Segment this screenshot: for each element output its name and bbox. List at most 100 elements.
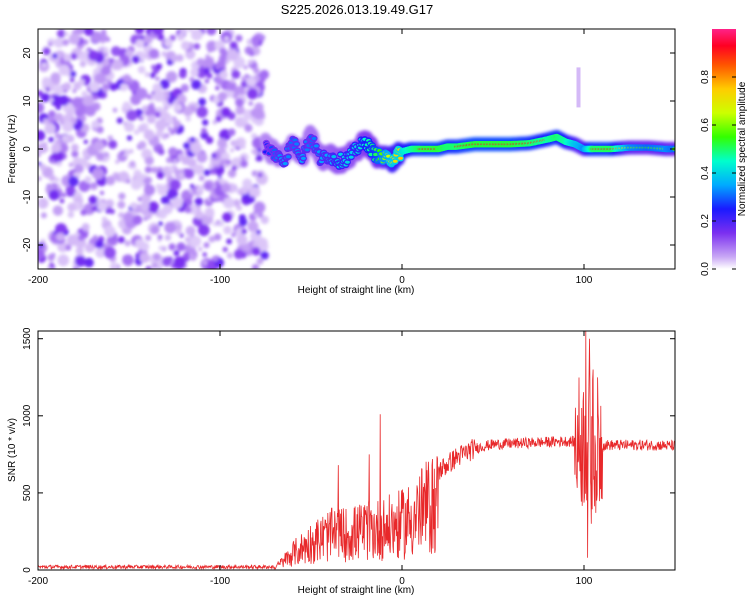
colorbar-tick-label: 0.0 [700, 262, 711, 276]
noise-blob [124, 121, 135, 133]
noise-blob [204, 79, 210, 84]
noise-blob [54, 177, 60, 183]
noise-blob [109, 262, 119, 269]
noise-blob [75, 247, 84, 255]
noise-blob [231, 232, 236, 238]
noise-blob [166, 188, 178, 200]
noise-blob [233, 56, 246, 69]
noise-blob [194, 210, 204, 220]
noise-blob [202, 252, 207, 257]
spectrogram-ylabel: Frequency (Hz) [7, 115, 18, 184]
noise-blob [120, 150, 125, 155]
x-tick-label: -100 [210, 576, 230, 587]
noise-blob [38, 153, 41, 158]
noise-blob [158, 221, 163, 227]
noise-blob [185, 116, 191, 122]
noise-blob [58, 143, 69, 153]
colorbar-label: Normalized spectral amplitude [737, 81, 748, 216]
noise-blob [215, 115, 222, 123]
noise-blob [252, 40, 260, 47]
noise-blob [253, 201, 266, 214]
ridge-peak [304, 148, 310, 152]
noise-blob [70, 70, 77, 78]
noise-blob [72, 88, 77, 94]
noise-blob [157, 234, 163, 240]
noise-blob [54, 85, 64, 95]
snr-frame [37, 330, 676, 571]
noise-blob [165, 71, 178, 83]
noise-blob [187, 29, 193, 32]
noise-blob [207, 48, 212, 53]
noise-blob [151, 166, 158, 174]
noise-blob [117, 236, 125, 244]
noise-blob [133, 129, 140, 135]
noise-blob [145, 265, 152, 269]
noise-blob [80, 209, 87, 216]
noise-blob [248, 186, 261, 198]
noise-blob [151, 262, 158, 269]
noise-blob [212, 256, 219, 262]
colorbar-fill [712, 29, 736, 269]
noise-blob [105, 175, 116, 186]
noise-blob [66, 134, 75, 143]
noise-blob [148, 48, 160, 59]
ridge-peak [282, 162, 288, 166]
noise-blob [168, 243, 176, 251]
noise-blob [193, 43, 201, 50]
noise-blob [55, 223, 67, 236]
noise-blob [144, 166, 152, 174]
ridge-peak [348, 155, 354, 159]
noise-blob [256, 154, 263, 162]
noise-blob [49, 97, 54, 103]
noise-blob [155, 76, 160, 81]
noise-blob [81, 223, 90, 232]
noise-blob [164, 234, 172, 241]
noise-blob [238, 217, 248, 227]
noise-blob [248, 50, 255, 57]
noise-blob [101, 29, 107, 35]
noise-blob [79, 157, 88, 167]
noise-blob [202, 119, 209, 126]
noise-blob [145, 234, 152, 241]
noise-blob [94, 73, 106, 85]
noise-blob [168, 147, 178, 157]
noise-blob [90, 31, 103, 43]
noise-blob [84, 176, 92, 183]
noise-blob [246, 76, 256, 87]
noise-blob [230, 148, 235, 153]
noise-blob [38, 197, 49, 209]
vertical-artifact [576, 67, 581, 108]
noise-blob [257, 172, 263, 178]
noise-blob [226, 80, 237, 91]
noise-blob [101, 65, 111, 76]
noise-blob [70, 53, 78, 60]
noise-blob [182, 106, 193, 117]
noise-blob [49, 262, 55, 268]
noise-blob [143, 129, 155, 141]
noise-blob [38, 102, 45, 114]
noise-blob [198, 97, 207, 106]
noise-blob [87, 50, 99, 61]
noise-blob [91, 206, 96, 212]
noise-blob [257, 212, 264, 218]
noise-blob [118, 171, 130, 182]
noise-blob [79, 60, 87, 68]
noise-blob [105, 209, 110, 214]
noise-blob [257, 237, 268, 248]
noise-blob [78, 180, 91, 192]
noise-blob [190, 254, 197, 261]
noise-blob [219, 70, 229, 80]
noise-blob [236, 234, 248, 246]
noise-blob [56, 29, 66, 38]
noise-blob [183, 142, 191, 150]
noise-blob [109, 208, 115, 215]
noise-blob [92, 94, 99, 101]
noise-blob [189, 137, 196, 143]
noise-blob [153, 90, 166, 102]
noise-blob [132, 215, 143, 225]
spectrogram-plot-area [38, 29, 675, 269]
noise-blob [93, 140, 105, 152]
noise-blob [162, 204, 173, 215]
noise-blob [206, 72, 213, 79]
